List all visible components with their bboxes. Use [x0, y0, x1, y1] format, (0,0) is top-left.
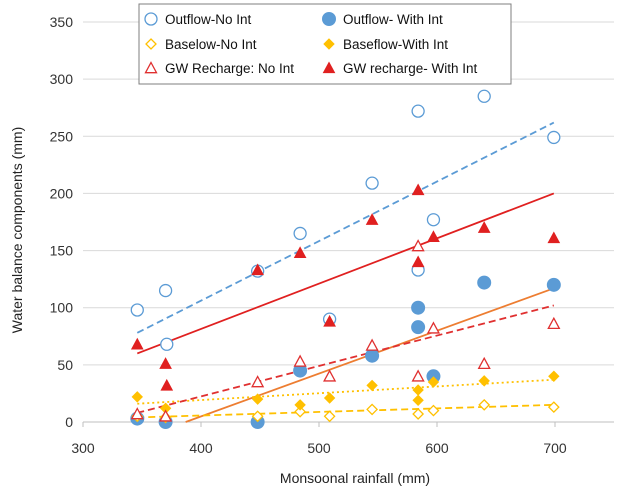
- point-series-5-6: [365, 213, 379, 225]
- point-series-1-4: [365, 348, 380, 363]
- point-series-3-9: [478, 375, 490, 387]
- legend-marker-1: [322, 12, 336, 26]
- point-series-0-11: [547, 130, 561, 145]
- point-series-1-9: [546, 277, 561, 292]
- point-series-4-3: [293, 354, 307, 367]
- point-series-5-0: [130, 337, 144, 350]
- point-series-5-10: [477, 221, 491, 233]
- point-series-4-9: [477, 356, 491, 370]
- point-series-4-4: [323, 369, 337, 382]
- y-tick-label-0: 0: [65, 414, 73, 430]
- point-series-0-1: [158, 283, 173, 298]
- legend: Outflow-No Int Outflow- With Int Baselow-N…: [138, 3, 512, 85]
- x-tick-label-400: 400: [189, 440, 213, 456]
- x-axis-title: Monsoonal rainfall (mm): [280, 470, 430, 486]
- point-series-2-9: [547, 401, 560, 414]
- point-series-2-7: [427, 404, 440, 417]
- point-series-2-6: [412, 408, 425, 420]
- trendline-series-4: [137, 304, 555, 414]
- point-series-5-8: [411, 255, 425, 268]
- data-points: [130, 89, 561, 429]
- trendline-series-5: [136, 192, 555, 355]
- legend-label-3: Baseflow-With Int: [343, 37, 448, 52]
- axes: 0 50 100 150 200 250 300 350 300 400 500 600 700: [50, 14, 614, 456]
- point-series-5-3: [251, 263, 264, 276]
- point-series-3-2: [251, 393, 264, 405]
- legend-label-1: Outflow- With Int: [343, 12, 443, 27]
- point-series-1-6: [411, 320, 426, 335]
- point-series-1-5: [411, 300, 426, 315]
- point-series-5-7: [411, 183, 425, 196]
- legend-marker-5: [322, 61, 336, 74]
- legend-label-4: GW Recharge: No Int: [165, 61, 294, 76]
- point-series-4-5: [365, 338, 379, 351]
- y-tick-label-250: 250: [50, 128, 74, 144]
- point-series-3-8: [427, 376, 440, 388]
- point-series-3-4: [323, 392, 336, 404]
- legend-marker-2: [145, 38, 157, 50]
- point-series-5-1: [159, 357, 172, 369]
- legend-marker-0: [144, 12, 158, 26]
- point-series-2-4: [323, 410, 336, 423]
- point-series-2-8: [478, 398, 491, 411]
- point-series-5-11: [547, 231, 561, 244]
- point-series-0-0: [130, 303, 144, 317]
- legend-label-0: Outflow-No Int: [165, 12, 252, 27]
- x-tick-label-600: 600: [425, 440, 449, 456]
- point-series-5-4: [293, 246, 307, 259]
- point-series-4-2: [251, 375, 265, 388]
- point-series-0-2: [160, 337, 174, 351]
- point-series-5-5: [323, 314, 336, 327]
- point-series-1-8: [477, 275, 492, 290]
- y-tick-label-50: 50: [57, 357, 73, 373]
- y-tick-label-350: 350: [50, 14, 74, 30]
- point-series-5-9: [427, 230, 440, 243]
- point-series-2-3: [294, 405, 307, 418]
- point-series-4-8: [426, 321, 441, 334]
- point-series-3-5: [366, 379, 378, 392]
- point-series-4-6: [411, 239, 425, 252]
- point-series-0-10: [477, 89, 491, 103]
- point-series-4-0: [130, 407, 144, 420]
- y-axis-title: Water balance components (mm): [9, 127, 25, 333]
- point-series-4-7: [411, 369, 425, 382]
- legend-marker-4: [144, 61, 158, 74]
- x-tick-label-700: 700: [543, 440, 567, 456]
- point-series-0-7: [411, 104, 425, 118]
- x-tick-label-300: 300: [71, 440, 95, 456]
- legend-label-5: GW recharge- With Int: [343, 61, 478, 76]
- y-tick-label-200: 200: [50, 185, 74, 201]
- point-series-3-3: [294, 399, 306, 411]
- legend-marker-3: [323, 38, 335, 50]
- point-series-0-9: [426, 213, 441, 227]
- point-series-3-0: [131, 391, 143, 403]
- point-series-3-10: [548, 370, 560, 382]
- point-series-2-2: [251, 410, 264, 423]
- legend-label-2: Baselow-No Int: [165, 37, 257, 52]
- point-series-5-2: [160, 378, 174, 391]
- y-tick-label-300: 300: [50, 71, 74, 87]
- point-series-4-1: [159, 409, 173, 422]
- x-tick-label-500: 500: [307, 440, 331, 456]
- point-series-0-6: [365, 176, 379, 190]
- point-series-2-5: [366, 403, 379, 416]
- point-series-4-10: [547, 316, 561, 330]
- point-series-0-4: [293, 226, 307, 241]
- point-series-3-7: [412, 394, 424, 406]
- y-tick-label-100: 100: [50, 300, 74, 316]
- trendline-series-0: [136, 121, 555, 334]
- y-tick-label-150: 150: [50, 243, 74, 259]
